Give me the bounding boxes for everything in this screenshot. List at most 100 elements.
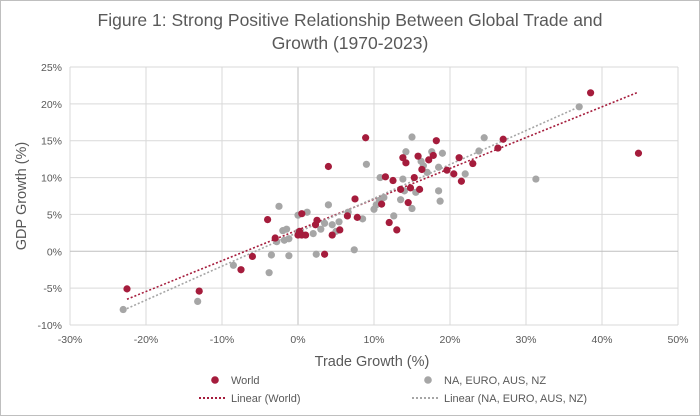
legend-world-marker [211, 376, 219, 384]
region-point [435, 163, 443, 171]
world-point [381, 173, 389, 181]
x-tick-label: 0% [290, 334, 305, 346]
legend: World NA, EURO, AUS, NZ Linear (World) L… [199, 375, 587, 405]
region-point [532, 175, 540, 183]
world-point [587, 89, 595, 97]
region-point [194, 297, 202, 306]
region-point [399, 175, 407, 183]
world-point [469, 159, 477, 168]
y-tick-label: 0% [47, 246, 62, 258]
region-point [285, 252, 293, 260]
world-point [123, 285, 131, 293]
world-point [336, 226, 344, 234]
region-point [436, 197, 444, 205]
trendline-region [122, 106, 580, 311]
world-point [397, 185, 405, 193]
region-point [309, 229, 317, 238]
data-points [119, 89, 643, 314]
region-point [575, 103, 583, 111]
world-point [343, 212, 351, 220]
world-point [385, 218, 393, 227]
world-point [298, 210, 306, 218]
y-tick-label: 10% [41, 173, 62, 185]
y-tick-label: 25% [41, 62, 62, 74]
region-point [317, 225, 325, 233]
world-point [455, 154, 463, 162]
region-point [480, 134, 488, 142]
region-point [397, 196, 405, 204]
region-point [402, 148, 410, 156]
world-point [443, 166, 451, 174]
x-axis-title: Trade Growth (%) [315, 354, 430, 370]
region-point [435, 187, 443, 195]
world-point [321, 250, 329, 258]
world-point [328, 231, 336, 239]
region-point [267, 251, 275, 259]
legend-world-label: World [231, 375, 260, 387]
world-point [494, 144, 502, 152]
region-point [438, 149, 446, 157]
x-tick-label: 50% [667, 334, 688, 346]
region-point [461, 170, 469, 178]
region-point [321, 219, 329, 227]
chart-title-line-2: Growth (1970-2023) [271, 33, 429, 53]
y-tick-label: 20% [41, 99, 62, 111]
region-point [285, 235, 293, 243]
legend-linear-region-label: Linear (NA, EURO, AUS, NZ) [444, 393, 587, 405]
world-point [324, 162, 332, 171]
world-point [313, 216, 321, 224]
tick-labels: -30% -20% -10% 0% 10% 20% 30% 40% 50% -10% -5% 0% 5%… [37, 62, 688, 346]
world-point [414, 152, 422, 160]
chart-title-line-1: Figure 1: Strong Positive Relationship B… [97, 10, 603, 30]
region-point [390, 212, 398, 220]
world-point [418, 165, 426, 174]
world-point [302, 231, 310, 239]
world-point [429, 151, 437, 160]
region-point [380, 193, 388, 202]
region-point [328, 221, 336, 229]
legend-linear-world-label: Linear (World) [231, 393, 301, 405]
chart-title: Figure 1: Strong Positive Relationship B… [1, 9, 699, 55]
world-point [450, 170, 458, 178]
x-tick-label: -20% [134, 334, 159, 346]
region-point [283, 225, 291, 233]
gridlines [69, 66, 679, 326]
world-point [416, 185, 424, 193]
world-point [351, 195, 359, 203]
world-point [264, 215, 272, 224]
legend-region-marker [424, 376, 432, 384]
region-point [275, 202, 283, 210]
world-point [195, 287, 203, 295]
x-tick-label: -10% [210, 334, 235, 346]
y-tick-label: -5% [43, 283, 62, 295]
region-point [408, 133, 416, 141]
region-point [362, 160, 370, 168]
x-tick-label: 40% [591, 334, 612, 346]
x-tick-label: 20% [439, 334, 460, 346]
x-tick-label: 10% [363, 334, 384, 346]
region-point [335, 218, 343, 226]
region-point [119, 305, 127, 314]
world-point [404, 199, 412, 207]
y-tick-label: -10% [37, 320, 62, 332]
world-point [425, 156, 433, 164]
world-point [362, 134, 370, 142]
world-point [393, 226, 401, 234]
world-point [634, 149, 643, 157]
y-tick-label: 15% [41, 136, 62, 148]
world-point [353, 213, 361, 221]
world-point [410, 173, 418, 182]
world-point [237, 266, 245, 274]
region-point [229, 261, 237, 269]
legend-region-label: NA, EURO, AUS, NZ [444, 375, 546, 387]
world-point [378, 200, 386, 208]
world-point [406, 184, 415, 192]
region-point [475, 147, 483, 155]
world-point [432, 137, 440, 145]
region-point [408, 204, 416, 213]
x-tick-label: 30% [515, 334, 536, 346]
world-point [389, 176, 397, 185]
world-point [271, 234, 279, 242]
